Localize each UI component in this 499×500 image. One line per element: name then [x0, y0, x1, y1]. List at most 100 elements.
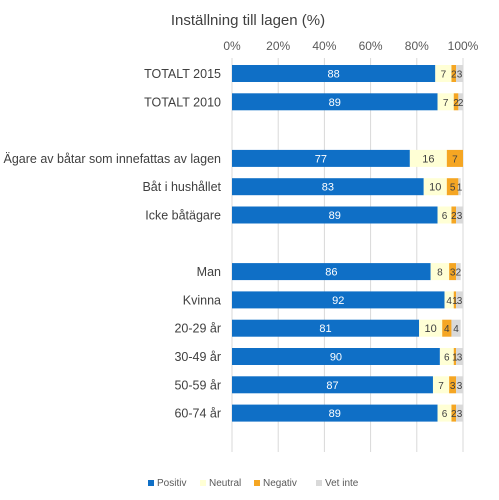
bar-segment: [456, 404, 463, 422]
category-label: Kvinna: [183, 293, 221, 307]
legend-label: Vet inte: [325, 478, 359, 489]
bar-segment: [437, 206, 452, 224]
data-label: 2: [458, 98, 464, 109]
data-label: 3: [457, 409, 463, 420]
category-label: TOTALT 2010: [144, 95, 221, 109]
bar-segment: [232, 93, 438, 111]
bar-segment: [232, 319, 420, 337]
data-label: 6: [442, 409, 448, 420]
bar-segment: [456, 291, 463, 309]
bar-segment: [232, 404, 438, 422]
data-label: 88: [328, 69, 340, 81]
data-label: 89: [329, 408, 341, 420]
data-label: 10: [429, 182, 441, 194]
bar-segments: [232, 65, 463, 422]
data-label: 89: [329, 97, 341, 109]
data-label: 7: [452, 154, 458, 165]
data-label: 83: [322, 182, 334, 194]
category-label: Ägare av båtar som innefattas av lagen: [4, 152, 222, 166]
bar-segment: [453, 291, 457, 309]
x-tick-label: 80%: [405, 39, 429, 53]
bar-segment: [449, 376, 457, 394]
y-axis-category-labels: TOTALT 2015 TOTALT 2010 Ägare av båtar som…: [4, 67, 222, 421]
bar-segment: [232, 65, 436, 82]
x-tick-label: 20%: [266, 39, 290, 53]
bar-segment: [458, 93, 463, 111]
bar-segment: [451, 319, 461, 337]
category-label: Båt i hushållet: [142, 180, 221, 194]
bar-segment: [444, 291, 454, 309]
data-label: 81: [319, 323, 331, 335]
data-label: 2: [456, 268, 462, 279]
bar-segment: [458, 178, 461, 196]
bar-segment: [451, 65, 457, 82]
data-label: 3: [450, 381, 456, 392]
x-tick-label: 100%: [448, 39, 479, 53]
x-tick-label: 60%: [359, 39, 383, 53]
bar-segment: [453, 348, 457, 365]
data-label: 3: [457, 296, 463, 307]
bar-segment: [232, 348, 440, 365]
data-label: 2: [451, 211, 457, 222]
data-label: 4: [446, 296, 452, 307]
x-tick-label: 0%: [223, 39, 241, 53]
category-label: TOTALT 2015: [144, 67, 221, 81]
category-label: 50-59 år: [174, 378, 221, 392]
data-label: 2: [451, 409, 457, 420]
data-label: 16: [422, 153, 434, 165]
category-label: 30-49 år: [174, 350, 221, 364]
data-label: 86: [325, 267, 337, 279]
data-label: 10: [425, 323, 437, 335]
bar-segment: [232, 291, 445, 309]
data-label: 2: [453, 98, 459, 109]
legend-label: Negativ: [263, 478, 297, 489]
data-label: 8: [437, 268, 443, 279]
legend-label: Neutral: [209, 478, 241, 489]
data-label: 1: [452, 353, 458, 364]
bar-segment: [451, 404, 457, 422]
bar-segment: [456, 206, 463, 224]
category-label: Icke båtägare: [145, 209, 221, 223]
data-label: 87: [326, 380, 338, 392]
data-label: 1: [452, 296, 458, 307]
bar-segment: [446, 149, 463, 167]
bar-segment: [232, 149, 410, 167]
bar-segment: [437, 404, 452, 422]
legend-label: Positiv: [157, 478, 186, 489]
category-label: 20-29 år: [174, 322, 221, 336]
bar-segment: [437, 93, 454, 111]
bar-segment: [439, 348, 454, 365]
bar-segment: [446, 178, 459, 196]
x-tick-label: 40%: [312, 39, 336, 53]
bar-segment: [430, 263, 450, 281]
legend-swatch: [316, 480, 322, 486]
bar-segment: [435, 65, 452, 82]
data-label: 3: [457, 211, 463, 222]
data-label: 4: [444, 324, 450, 335]
bar-segment: [432, 376, 450, 394]
data-label: 7: [441, 70, 447, 81]
bar-segment: [456, 376, 463, 394]
bar-segment: [442, 319, 452, 337]
data-label: 5: [450, 183, 456, 194]
data-label: 4: [453, 324, 459, 335]
bar-segment: [232, 178, 424, 196]
bar-segment: [451, 206, 457, 224]
data-label: 6: [444, 353, 450, 364]
bar-segment: [409, 149, 447, 167]
legend-swatch: [254, 480, 260, 486]
bar-segment: [456, 348, 463, 365]
data-label: 92: [332, 295, 344, 307]
data-label: 3: [457, 70, 463, 81]
data-label: 77: [315, 153, 327, 165]
bar-segment: [423, 178, 447, 196]
bar-segment: [453, 93, 459, 111]
data-label: 3: [457, 353, 463, 364]
data-label: 2: [451, 70, 457, 81]
chart-title: Inställning till lagen (%): [171, 12, 325, 29]
bar-segment: [232, 206, 438, 224]
data-label: 3: [450, 268, 456, 279]
legend-swatch: [148, 480, 154, 486]
data-labels: 88 7 2 389 7 2 277 16 783 10 5 189 6 2 386 8 3 292 4 1 381 10…: [315, 69, 464, 421]
